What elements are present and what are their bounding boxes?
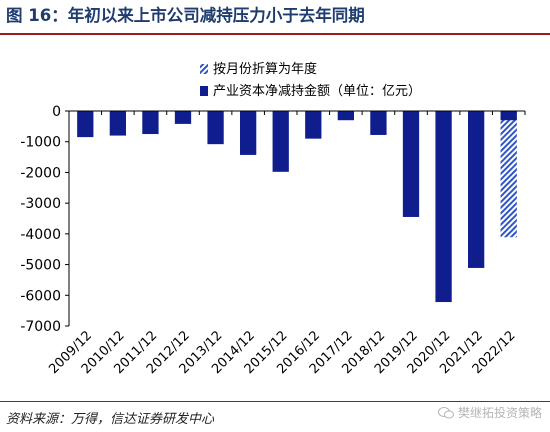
footer-rule — [0, 401, 550, 402]
bars-group — [77, 111, 517, 303]
bar-net-reduction-2012/12 — [174, 111, 192, 124]
legend-swatch-net-reduction — [200, 86, 208, 96]
bar-net-reduction-2011/12 — [142, 111, 159, 135]
wechat-bubble-small — [443, 410, 454, 418]
bar-net-reduction-2013/12 — [207, 111, 224, 145]
watermark-text: 樊继拓投资策略 — [457, 406, 542, 420]
title-rule — [0, 33, 550, 35]
y-tick-label: -7000 — [20, 319, 61, 335]
wechat-icon — [437, 406, 454, 418]
bar-net-reduction-2020/12 — [435, 111, 452, 303]
bar-net-reduction-2015/12 — [272, 111, 289, 172]
bar-chart: 0-1000-2000-3000-4000-5000-6000-70002009… — [20, 61, 526, 377]
bar-annualized-2022/12 — [500, 111, 517, 238]
y-tick-label: -1000 — [20, 135, 61, 151]
y-tick-label: -3000 — [20, 196, 61, 212]
legend-label-net-reduction: 产业资本净减持金额（单位：亿元） — [213, 83, 421, 99]
bar-net-reduction-2021/12 — [468, 111, 485, 268]
figure-title: 图 16：年初以来上市公司减持压力小于去年同期 — [6, 6, 365, 25]
bar-net-reduction-2016/12 — [305, 111, 322, 139]
y-tick-label: -2000 — [20, 165, 61, 181]
bar-net-reduction-2017/12 — [337, 111, 354, 121]
bar-net-reduction-2014/12 — [240, 111, 257, 155]
bar-net-reduction-2009/12 — [77, 111, 94, 138]
legend-swatch-annualized — [200, 64, 208, 74]
bar-net-reduction-2019/12 — [402, 111, 420, 217]
source-note: 资料来源：万得，信达证券研发中心 — [6, 412, 215, 427]
y-tick-label: -6000 — [20, 288, 61, 304]
bar-net-reduction-2022/12 — [500, 111, 517, 121]
y-tick-label: -4000 — [20, 227, 61, 243]
watermark: 樊继拓投资策略 — [437, 404, 542, 421]
y-tick-label: 0 — [52, 104, 61, 120]
bar-net-reduction-2010/12 — [109, 111, 126, 136]
legend-label-annualized: 按月份折算为年度 — [213, 61, 317, 77]
bar-net-reduction-2018/12 — [370, 111, 387, 135]
y-tick-label: -5000 — [20, 258, 61, 274]
